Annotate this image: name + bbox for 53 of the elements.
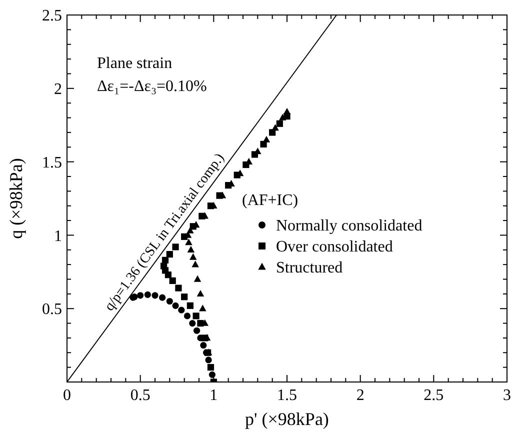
point [192,312,200,320]
y-tick-label: 2 [54,81,62,98]
y-tick-label: 2.5 [42,8,62,25]
legend-label: Structured [276,260,343,277]
y-tick-label: 1.5 [42,154,62,172]
point [152,292,158,299]
point [187,246,195,253]
point [169,277,176,284]
point [178,306,185,314]
point [172,244,179,250]
x-tick-label: 1.5 [277,387,297,404]
point [192,260,199,268]
y-axis-title: q (×98kPa) [6,158,26,239]
annotation: Δε₁=-Δε₃=0.10% [97,78,207,95]
point [166,298,173,305]
point [189,320,196,327]
point [196,290,204,297]
point [194,327,200,334]
x-tick-label: 3 [503,387,511,404]
x-axis-title: p' (×98kPa) [245,409,329,429]
point [278,114,286,120]
point [208,371,216,378]
point [185,238,192,246]
point [262,136,270,142]
legend-label: Over consolidated [276,238,393,256]
point [159,294,166,301]
legend-title: (AF+IC) [242,192,298,209]
point [162,256,169,264]
point [272,124,279,131]
point [276,120,283,127]
y-tick-label: 0.5 [42,301,62,318]
point [186,302,194,309]
point [199,304,206,312]
x-tick-label: 1 [210,387,218,404]
point [207,364,214,371]
legend-label: Normally consolidated [276,218,422,235]
point [184,312,191,320]
x-tick-label: 0 [63,387,71,404]
point [194,275,202,282]
x-tick-label: 2 [356,387,364,404]
y-tick-label: 1 [54,228,62,245]
point [181,294,188,300]
x-tick-label: 0.5 [130,387,150,404]
point [190,253,197,260]
annotation: Plane strain [97,55,172,72]
point [172,302,179,309]
point [205,356,212,364]
point [144,291,151,298]
x-tick-label: 2.5 [424,387,444,404]
point [283,108,291,115]
point [200,342,207,349]
point [166,250,173,258]
point [175,284,182,292]
